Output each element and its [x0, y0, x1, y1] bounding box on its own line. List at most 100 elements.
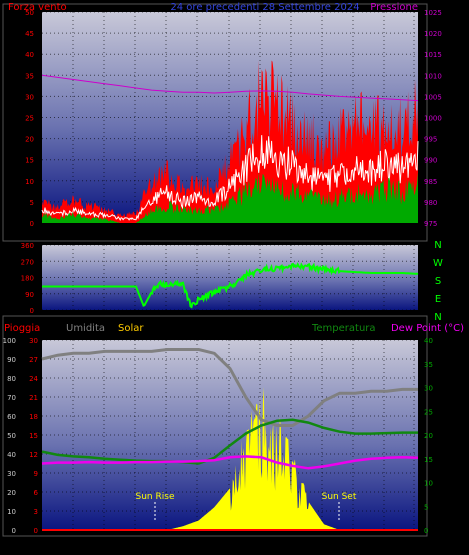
humidity-y-tick: 100: [3, 337, 16, 345]
temperature-label: Temperatura: [311, 323, 376, 334]
wind-y-tick: 50: [25, 9, 34, 17]
rain-y-tick: 9: [34, 470, 38, 478]
wind-direction-line: [42, 262, 419, 309]
humidity-line: [41, 348, 418, 427]
compass-tick: S: [435, 276, 441, 287]
wind-pressure-panel: 0510152025303540455097598098599099510001…: [2, 3, 442, 242]
rain-y-tick: 30: [29, 337, 38, 345]
rain-y-tick: 6: [34, 489, 39, 497]
humidity-y-tick: 70: [7, 394, 16, 402]
rain-time-tick: 12: [224, 541, 234, 550]
temperature-y-tick: 0: [424, 527, 428, 535]
pressure-y-tick: 1000: [424, 115, 442, 123]
rain-time-tick: 02: [68, 541, 78, 550]
wind-y-tick: 25: [25, 115, 34, 123]
wind-y-tick: 40: [25, 51, 34, 59]
pressure-y-tick: 985: [424, 178, 437, 186]
humidity-y-tick: 80: [7, 375, 16, 383]
rain-y-tick: 15: [29, 432, 38, 440]
pressure-y-tick: 995: [424, 136, 437, 144]
compass-tick: N: [434, 312, 441, 323]
sunrise-annotation: Sun Rise: [136, 492, 175, 502]
wind-speed-line: [41, 135, 419, 221]
rain-time-tick: 10: [192, 541, 202, 550]
pressure-line: [41, 74, 419, 102]
time-tick: 20: [348, 229, 358, 238]
rain-time-tick: 20: [348, 541, 358, 550]
humidity-y-tick: 50: [7, 432, 16, 440]
rain-y-tick: 24: [29, 375, 38, 383]
direction-y-tick: 270: [21, 258, 34, 266]
compass-tick: N: [434, 240, 441, 251]
time-tick: 16: [286, 229, 296, 238]
rain-y-tick: 12: [29, 451, 38, 459]
wind-avg-area: [42, 172, 418, 223]
rain-time-tick: 06: [130, 541, 140, 550]
rain-time-tick: 18: [317, 541, 327, 550]
time-tick: 14: [255, 229, 265, 238]
pressure-y-tick: 1025: [424, 9, 442, 17]
pressure-y-tick: 990: [424, 157, 437, 165]
wind-y-tick: 15: [25, 157, 34, 165]
temperature-y-tick: 35: [424, 361, 433, 369]
pressure-y-tick: 1015: [424, 51, 442, 59]
rain-y-tick: 0: [34, 527, 38, 535]
direction-y-tick: 0: [30, 307, 34, 315]
temperature-y-tick: 25: [424, 408, 433, 416]
wind-y-tick: 10: [25, 178, 34, 186]
pressure-y-tick: 980: [424, 199, 437, 207]
wind-y-tick: 0: [30, 220, 34, 228]
pressure-y-tick: 1010: [424, 72, 442, 80]
compass-tick: W: [433, 258, 443, 269]
temperature-y-tick: 30: [424, 385, 433, 393]
rain-time-tick: 00: [409, 541, 419, 550]
rain-y-tick: 18: [29, 413, 38, 421]
temperature-y-tick: 20: [424, 432, 433, 440]
pressure-y-tick: 975: [424, 220, 437, 228]
rain-y-tick: 3: [34, 508, 38, 516]
time-tick: 08: [161, 229, 171, 238]
direction-y-tick: 90: [25, 291, 34, 299]
rain-solar-frame: [2, 315, 428, 537]
wind-label: Forza vento: [8, 2, 67, 13]
time-tick: 06: [130, 229, 140, 238]
temperature-line: [41, 418, 418, 465]
rain-time-tick: 08: [161, 541, 171, 550]
sunset-annotation: Sun Set: [322, 492, 357, 502]
dewpoint-label: Dew Point (°C): [391, 323, 464, 334]
direction-y-tick: 360: [21, 242, 34, 250]
rain-time-tick: 14: [255, 541, 265, 550]
time-tick: 10: [192, 229, 202, 238]
time-tick: 04: [99, 229, 109, 238]
dewpoint-line: [41, 455, 419, 470]
humidity-label: Umidita: [66, 323, 105, 334]
time-tick: 00: [409, 229, 419, 238]
wind-y-tick: 45: [25, 30, 34, 38]
wind-y-tick: 20: [25, 136, 34, 144]
rain-label: Pioggia: [4, 323, 40, 334]
wind-y-tick: 30: [25, 93, 34, 101]
pressure-label: Pressione: [370, 2, 418, 13]
rain-time-tick: 04: [99, 541, 109, 550]
humidity-y-tick: 90: [7, 356, 16, 364]
humidity-y-tick: 30: [7, 470, 16, 478]
rain-y-tick: 27: [29, 356, 38, 364]
temperature-y-tick: 10: [424, 480, 433, 488]
wind-y-tick: 35: [25, 72, 34, 80]
period-label: 24 ore precedenti 28 Settembre 2024: [170, 2, 359, 13]
temperature-y-tick: 15: [424, 456, 433, 464]
humidity-y-tick: 60: [7, 413, 16, 421]
wind-pressure-frame: [2, 3, 428, 242]
time-tick: 18: [317, 229, 327, 238]
solar-area: [42, 387, 418, 530]
rain-time-tick: 22: [379, 541, 389, 550]
humidity-y-tick: 40: [7, 451, 16, 459]
humidity-y-tick: 10: [7, 508, 16, 516]
time-tick: 12: [224, 229, 234, 238]
humidity-y-tick: 0: [12, 527, 16, 535]
wind-y-tick: 5: [30, 199, 34, 207]
wind-gust-area: [42, 60, 418, 223]
